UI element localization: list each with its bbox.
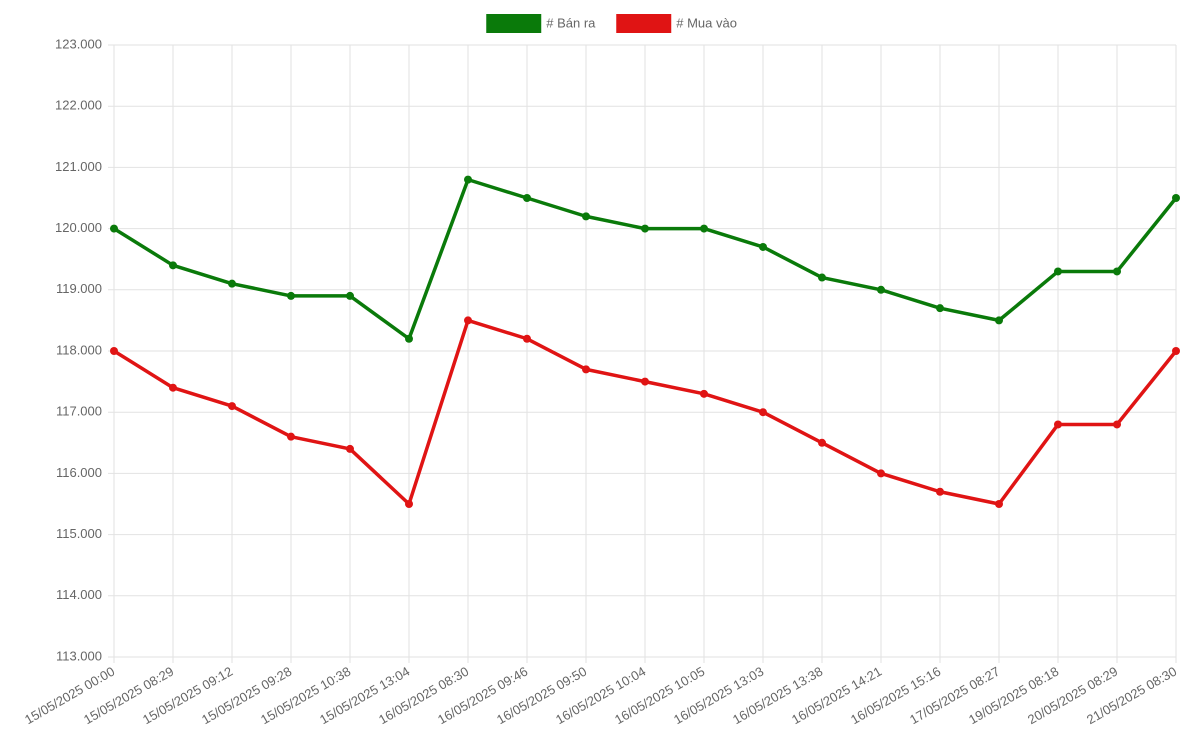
data-point	[700, 389, 708, 398]
data-point	[582, 212, 590, 221]
data-point	[759, 242, 767, 251]
data-point	[936, 487, 944, 496]
y-tick-label: 123.000	[55, 36, 102, 51]
y-tick-label: 115.000	[56, 526, 102, 541]
data-point	[228, 402, 236, 411]
y-tick-label: 121.000	[55, 159, 102, 174]
data-point	[700, 224, 708, 233]
data-point	[1113, 267, 1121, 276]
data-point	[1054, 267, 1062, 276]
y-tick-label: 122.000	[55, 98, 102, 113]
data-point	[641, 377, 649, 386]
data-point	[523, 194, 531, 202]
data-point	[287, 432, 295, 441]
data-point	[110, 224, 118, 233]
legend-swatch	[486, 14, 542, 33]
legend-label: # Mua vào	[676, 15, 737, 30]
y-tick-label: 118.000	[56, 342, 102, 357]
data-point	[169, 383, 177, 392]
data-point	[405, 500, 413, 508]
y-tick-label: 114.000	[56, 587, 102, 602]
data-point	[1172, 194, 1180, 202]
data-point	[818, 438, 826, 447]
data-point	[464, 175, 472, 184]
data-point	[346, 444, 354, 453]
data-point	[1054, 420, 1062, 429]
data-point	[818, 273, 826, 282]
data-point	[877, 469, 885, 478]
data-point	[1113, 420, 1121, 429]
data-point	[877, 285, 885, 294]
data-point	[582, 365, 590, 374]
data-point	[169, 261, 177, 270]
data-point	[110, 347, 118, 355]
data-point	[228, 279, 236, 288]
legend-label: # Bán ra	[546, 15, 596, 30]
data-point	[936, 304, 944, 313]
y-tick-label: 120.000	[55, 220, 102, 235]
y-tick-label: 116.000	[56, 465, 102, 480]
data-point	[346, 291, 354, 300]
data-point	[1172, 347, 1180, 355]
y-tick-label: 119.000	[56, 281, 102, 296]
y-tick-label: 113.000	[56, 648, 102, 663]
data-point	[405, 334, 413, 343]
data-point	[464, 316, 472, 325]
y-tick-label: 117.000	[56, 404, 102, 419]
data-point	[759, 408, 767, 417]
data-point	[995, 500, 1003, 508]
data-point	[641, 224, 649, 233]
data-point	[995, 316, 1003, 325]
data-point	[287, 291, 295, 300]
legend-swatch	[616, 14, 672, 33]
data-point	[523, 334, 531, 343]
